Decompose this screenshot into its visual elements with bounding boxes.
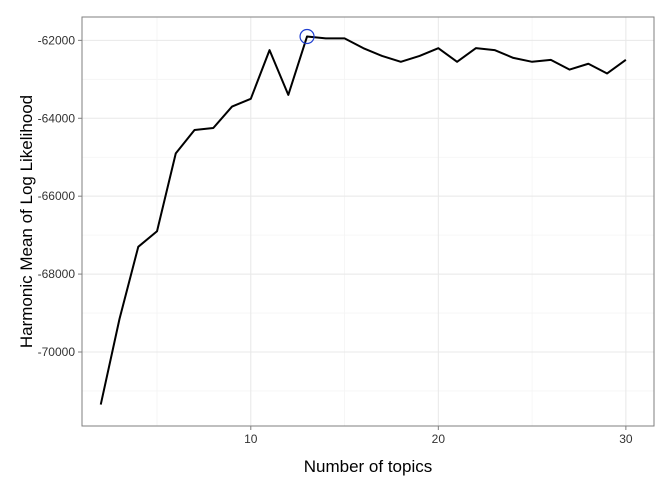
plot-panel-border	[81, 16, 655, 427]
series-layer	[99, 35, 627, 405]
max-point-highlight-circle	[299, 28, 315, 45]
minor-gridlines	[82, 17, 654, 426]
x-axis-ticks: 10 20 30	[244, 426, 633, 446]
y-tick-label: -70000	[38, 345, 76, 359]
highlight-layer	[299, 28, 315, 45]
y-tick-label: -68000	[38, 267, 76, 281]
x-tick-label: 20	[432, 432, 446, 446]
x-tick-label: 10	[244, 432, 258, 446]
y-axis-title: Harmonic Mean of Log Likelihood	[17, 95, 36, 348]
y-axis-ticks: -70000 -68000 -66000 -64000 -62000	[38, 33, 82, 359]
major-gridlines	[82, 17, 654, 426]
y-tick-label: -66000	[38, 189, 76, 203]
series-line	[99, 35, 627, 405]
y-tick-label: -62000	[38, 33, 76, 47]
y-tick-label: -64000	[38, 111, 76, 125]
x-axis-title: Number of topics	[304, 457, 433, 476]
x-tick-label: 30	[619, 432, 633, 446]
